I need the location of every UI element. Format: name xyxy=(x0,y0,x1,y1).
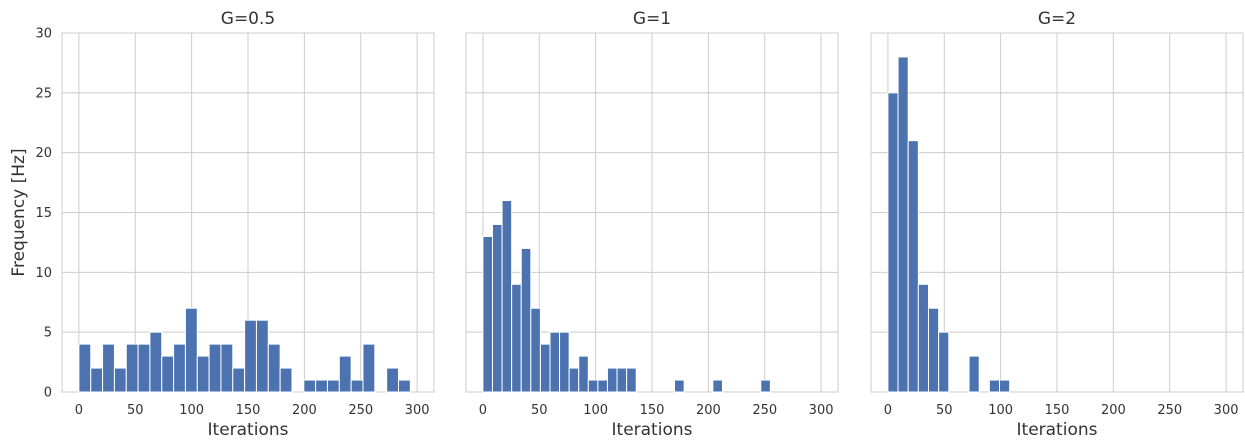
histogram-bar xyxy=(78,343,92,393)
x-tick-label: 50 xyxy=(531,403,548,418)
histogram-bar xyxy=(491,223,503,393)
x-tick-label: 200 xyxy=(292,403,317,418)
histogram-bar xyxy=(539,343,551,393)
x-tick-label: 100 xyxy=(179,403,204,418)
histogram-bar xyxy=(196,355,210,393)
histogram-bar xyxy=(161,355,175,393)
histogram-bar xyxy=(616,367,628,393)
histogram-bar xyxy=(760,379,771,393)
histogram-bar xyxy=(587,379,599,393)
x-axis-label: Iterations xyxy=(612,420,693,440)
histogram-bar xyxy=(520,247,532,393)
histogram-bar xyxy=(578,355,589,393)
histogram-bar xyxy=(137,343,151,393)
x-tick-label: 100 xyxy=(988,403,1013,418)
x-tick-label: 0 xyxy=(75,403,83,418)
histogram-bar xyxy=(315,379,328,393)
histogram-bar xyxy=(338,355,352,393)
x-tick-label: 0 xyxy=(884,403,892,418)
histogram-bar xyxy=(232,367,246,393)
histogram-bar xyxy=(927,307,940,393)
x-tick-label: 200 xyxy=(696,403,721,418)
y-tick-label: 15 xyxy=(35,206,52,221)
x-tick-label: 200 xyxy=(1101,403,1126,418)
histogram-bar xyxy=(887,92,899,393)
histogram-bar xyxy=(511,283,522,393)
histogram-bar xyxy=(220,343,234,393)
y-tick-label: 5 xyxy=(44,326,52,341)
histogram-bar xyxy=(968,355,980,393)
histogram-bar xyxy=(279,367,293,393)
histogram-bar xyxy=(549,331,561,393)
histogram-bar xyxy=(90,367,104,393)
x-axis-label: Iterations xyxy=(1017,420,1098,440)
x-tick-label: 0 xyxy=(479,403,487,418)
y-tick-label: 0 xyxy=(44,386,52,401)
x-tick-label: 300 xyxy=(405,403,430,418)
histogram-bar xyxy=(244,319,257,393)
panel-title: G=2 xyxy=(1038,9,1076,29)
x-tick-label: 300 xyxy=(1214,403,1239,418)
histogram-bar xyxy=(113,367,127,393)
histogram-bar xyxy=(350,379,364,393)
histogram-bar xyxy=(397,379,411,393)
histogram-bar xyxy=(173,343,186,393)
x-tick-label: 300 xyxy=(809,403,834,418)
x-tick-label: 50 xyxy=(127,403,144,418)
x-tick-label: 100 xyxy=(583,403,608,418)
x-tick-label: 250 xyxy=(348,403,373,418)
histogram-bar xyxy=(501,200,513,393)
panel-title: G=1 xyxy=(633,9,671,29)
histogram-bar xyxy=(988,379,1001,393)
panel-title: G=0.5 xyxy=(221,9,275,29)
histogram-bar xyxy=(326,379,340,393)
histogram-bar xyxy=(897,56,909,393)
histogram-bar xyxy=(530,307,541,393)
histogram-bar xyxy=(999,379,1011,393)
x-tick-label: 50 xyxy=(936,403,953,418)
y-tick-label: 25 xyxy=(35,86,52,101)
histogram-bar xyxy=(303,379,317,393)
histogram-bar xyxy=(917,283,929,393)
histogram-bar xyxy=(149,331,163,393)
x-tick-label: 150 xyxy=(236,403,261,418)
histogram-bar xyxy=(184,307,198,393)
x-axis-label: Iterations xyxy=(208,420,289,440)
x-tick-label: 150 xyxy=(640,403,665,418)
histogram-bar xyxy=(559,331,570,393)
x-tick-label: 150 xyxy=(1045,403,1070,418)
histogram-bar xyxy=(125,343,139,393)
y-tick-label: 30 xyxy=(35,27,52,42)
histogram-bar xyxy=(255,319,269,393)
y-tick-label: 10 xyxy=(35,266,52,281)
histogram-bar xyxy=(386,367,399,393)
histogram-bar xyxy=(482,235,493,393)
histogram-bar xyxy=(267,343,281,393)
histogram-bar xyxy=(102,343,115,393)
histogram-bar xyxy=(674,379,685,393)
x-tick-label: 250 xyxy=(752,403,777,418)
histogram-bar xyxy=(362,343,376,393)
histogram-bar xyxy=(626,367,637,393)
histogram-bar xyxy=(208,343,222,393)
histogram-bar xyxy=(597,379,608,393)
y-axis-label: Frequency [Hz] xyxy=(9,148,29,276)
histogram-bar xyxy=(938,331,950,393)
histogram-bar xyxy=(907,140,919,393)
y-tick-label: 20 xyxy=(35,146,52,161)
histogram-bar xyxy=(568,367,580,393)
histogram-bar xyxy=(712,379,723,393)
histogram-bar xyxy=(606,367,618,393)
x-tick-label: 250 xyxy=(1157,403,1182,418)
